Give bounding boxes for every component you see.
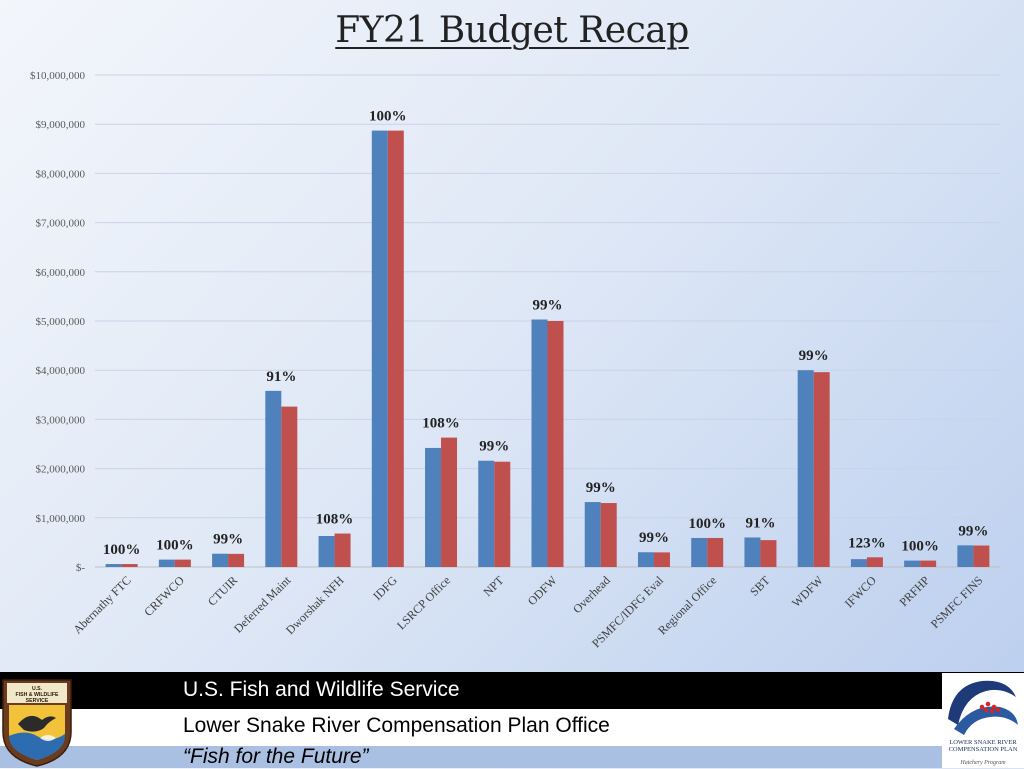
data-label: 108% <box>316 512 354 528</box>
budget-bar-chart: $- $1,000,000 $2,000,000 $3,000,000 $4,000,0… <box>30 70 1000 651</box>
y-tick-label: $1,000,000 <box>36 513 86 525</box>
bar-spent <box>441 437 458 567</box>
bar-budget <box>478 460 495 567</box>
data-label: 108% <box>422 416 460 432</box>
bar-spent <box>866 557 883 567</box>
bar-budget <box>904 560 921 567</box>
bar-budget <box>318 536 335 567</box>
bar-spent <box>653 552 670 567</box>
y-tick-label: $10,000,000 <box>30 70 86 82</box>
slide-title-text: FY21 Budget Recap <box>335 10 689 51</box>
data-label: 99% <box>958 523 988 539</box>
lsrcp-tagline: Hatchery Program <box>960 760 1006 766</box>
bar-budget <box>265 390 282 567</box>
x-tick-label: PRFHP <box>896 573 932 609</box>
data-label: 99% <box>479 439 509 455</box>
data-label: 99% <box>213 532 243 548</box>
data-label: 91% <box>266 369 296 385</box>
y-tick-label: $- <box>76 562 86 574</box>
bar-budget <box>158 559 175 567</box>
bar-spent <box>920 560 937 567</box>
footer-agency: U.S. Fish and Wildlife Service <box>183 678 460 701</box>
svg-text:FISH & WILDLIFE: FISH & WILDLIFE <box>16 692 59 698</box>
y-tick-label: $3,000,000 <box>36 414 86 426</box>
bar-spent <box>121 564 138 567</box>
footer-motto: “Fish for the Future” <box>183 745 369 768</box>
lsrcp-logo: LOWER SNAKE RIVER COMPENSATION PLAN Hatc… <box>942 673 1024 768</box>
y-tick-label: $7,000,000 <box>36 218 86 230</box>
x-tick-label: ODFW <box>525 573 560 608</box>
bar-budget <box>957 545 974 567</box>
footer-office: Lower Snake River Compensation Plan Offi… <box>183 714 610 737</box>
data-label: 99% <box>799 348 829 364</box>
x-tick-label: Overhead <box>570 573 613 616</box>
chart-data-labels: 100% 100% 99% 91% 108% 100% 108% 99% 99% 99% 99% 10… <box>103 109 989 558</box>
footer-band-white <box>0 709 1024 746</box>
x-tick-label: PSMFC FINS <box>928 573 986 631</box>
bar-budget <box>744 537 761 567</box>
svg-text:U.S.: U.S. <box>32 686 43 692</box>
bar-spent <box>387 130 404 567</box>
x-tick-label: NPT <box>480 573 506 599</box>
bar-spent <box>760 540 777 567</box>
footer-band-black <box>0 672 1024 709</box>
bar-budget <box>105 564 122 567</box>
data-label: 100% <box>103 542 141 558</box>
x-tick-label: LSRCP Office <box>394 573 453 632</box>
bar-budget <box>691 537 708 567</box>
bar-budget <box>584 502 601 567</box>
data-label: 91% <box>745 515 775 531</box>
y-tick-label: $2,000,000 <box>36 464 86 476</box>
y-tick-label: $9,000,000 <box>36 119 86 131</box>
x-tick-label: Abernathy FTC <box>70 573 133 636</box>
data-label: 99% <box>586 480 616 496</box>
bar-spent <box>174 559 191 567</box>
svg-text:SERVICE: SERVICE <box>26 698 49 704</box>
lsrcp-fish-emblem <box>948 680 1018 735</box>
y-axis: $- $1,000,000 $2,000,000 $3,000,000 $4,000,0… <box>30 70 86 574</box>
data-label: 99% <box>533 298 563 314</box>
data-label: 99% <box>639 530 669 546</box>
x-tick-label: IFWCO <box>842 573 879 610</box>
data-label: 100% <box>688 516 726 532</box>
data-label: 123% <box>848 535 886 551</box>
bar-spent <box>707 537 724 567</box>
bar-budget <box>371 130 388 567</box>
y-tick-label: $6,000,000 <box>36 267 86 279</box>
x-tick-label: WDFW <box>789 573 826 610</box>
fws-shield-logo: U.S. FISH & WILDLIFE SERVICE <box>2 679 72 767</box>
x-tick-label: IDFG <box>370 573 400 603</box>
bar-budget <box>425 447 442 567</box>
data-label: 100% <box>369 109 407 125</box>
x-tick-label: SBT <box>747 573 773 599</box>
bar-spent <box>281 406 298 567</box>
bar-spent <box>547 321 564 567</box>
y-tick-label: $8,000,000 <box>36 168 86 180</box>
bar-budget <box>531 319 548 567</box>
chart-bars <box>105 130 990 567</box>
bar-budget <box>797 370 814 567</box>
footer-band-blue <box>0 746 1024 768</box>
x-tick-label: CRFWCO <box>141 573 187 619</box>
bar-spent <box>600 503 617 567</box>
y-tick-label: $4,000,000 <box>36 365 86 377</box>
slide-title: FY21 Budget Recap <box>0 10 1024 51</box>
lsrcp-caption: LOWER SNAKE RIVER COMPENSATION PLAN <box>948 739 1018 753</box>
data-label: 100% <box>156 538 194 554</box>
bar-budget <box>212 553 229 567</box>
bar-budget <box>850 559 867 567</box>
y-tick-label: $5,000,000 <box>36 316 86 328</box>
bar-spent <box>813 372 830 567</box>
bar-spent <box>494 461 511 567</box>
x-tick-label: CTUIR <box>205 573 240 608</box>
bar-spent <box>228 553 245 567</box>
data-label: 100% <box>901 539 939 555</box>
bar-spent <box>973 545 990 567</box>
bar-budget <box>637 552 654 567</box>
bar-spent <box>334 533 351 567</box>
